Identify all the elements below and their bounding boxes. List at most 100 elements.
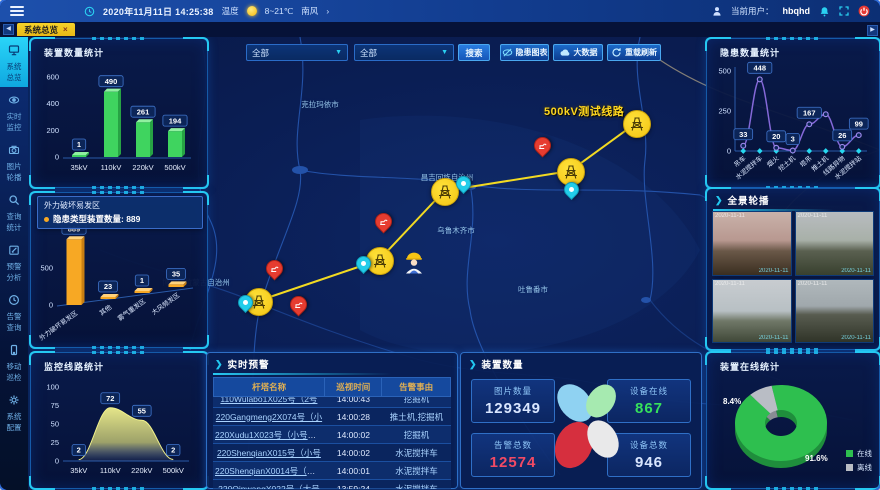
sidebar-item-warning-analysis[interactable]: 预警 分析 <box>0 237 28 287</box>
toolbar-button-label: 大数据 <box>573 48 598 57</box>
search-button[interactable]: 搜索 <box>458 44 490 61</box>
tower-name-link[interactable]: 220Gangmeng2X074号（小 <box>215 411 323 422</box>
pin-dot <box>361 261 366 266</box>
svg-text:35: 35 <box>172 270 180 279</box>
svg-text:72: 72 <box>106 394 114 403</box>
menu-icon[interactable] <box>10 6 24 16</box>
camera-thumbnail[interactable]: 2020-11-11 2020-11-11 <box>794 278 874 343</box>
tower-marker[interactable] <box>623 110 651 138</box>
pin-dot <box>243 300 248 305</box>
sidebar-item-alarm-query[interactable]: 告警 查询 <box>0 287 28 337</box>
hazard-chart-button[interactable]: 隐患图表 <box>500 44 549 61</box>
svg-text:500kV: 500kV <box>163 466 184 475</box>
stat-box-alarm-total: 告警总数 12574 <box>471 433 555 477</box>
weather-chevron[interactable]: › <box>326 6 330 16</box>
panel-hatch-decoration <box>766 351 820 354</box>
panel-hazard-type: 外力破坏易发区 隐患类型装置数量: 889 0500889外力破坏易发区23其他… <box>29 191 209 349</box>
tower-name-link[interactable]: 220Xudu1X023号（小号侧） <box>215 429 325 440</box>
chevron-down-icon: ▼ <box>441 49 448 56</box>
camera-watermark: 2020-11-11 <box>758 267 789 274</box>
svg-text:26: 26 <box>838 131 846 140</box>
panel-hatch-decoration <box>92 37 146 40</box>
fullscreen-icon[interactable] <box>839 6 849 16</box>
device-online-donut-chart <box>709 371 859 485</box>
svg-text:500kV: 500kV <box>164 163 185 172</box>
filter-select-1[interactable]: 全部 ▼ <box>246 44 348 61</box>
alarm-reason-cell: 挖掘机 <box>381 397 451 408</box>
table-row[interactable]: 220ShenqianX0014号（大号 14:00:01 水泥搅拌车 <box>213 461 451 480</box>
legend-label: 离线 <box>857 463 872 472</box>
transmission-tower-icon <box>439 185 451 199</box>
camera-watermark: 2020-11-11 <box>841 267 871 274</box>
tower-name-link[interactable]: 220ShenqianX0014号（大号 <box>215 465 324 476</box>
panel-separator <box>713 209 873 211</box>
tabs-forward-icon[interactable]: ▶ <box>867 25 878 36</box>
legend-item[interactable]: 离线 <box>846 462 872 473</box>
top-bar: 2020年11月11日 14:25:38 温度 8~21℃ 南风 › 当前用户：… <box>0 0 880 22</box>
panel-title: 装置数量 <box>481 360 524 371</box>
transmission-tower-icon <box>374 254 386 268</box>
sidebar-item-label: 总览 <box>6 72 22 82</box>
hazard-pin[interactable] <box>286 292 311 317</box>
svg-text:220kV: 220kV <box>131 466 152 475</box>
tower-name-link[interactable]: 220QinwangX022号（大号 <box>218 483 320 490</box>
table-row[interactable]: 220ShenqianX015号（小号 14:00:02 水泥搅拌车 <box>213 443 451 462</box>
panel-hatch-decoration <box>92 186 146 189</box>
table-row[interactable]: 220Xudu1X023号（小号侧） 14:00:02 挖掘机 <box>213 425 451 444</box>
panel-title: 隐患数量统计 <box>720 48 781 58</box>
sidebar-item-system-overview[interactable]: 系统 总览 <box>0 37 28 87</box>
panel-hatch-decoration <box>766 37 820 40</box>
tabs-back-icon[interactable]: ◀ <box>3 24 14 35</box>
stat-value: 129349 <box>484 400 542 417</box>
svg-text:35kV: 35kV <box>70 163 87 172</box>
panel-device-online: 装置在线统计 8.4% 91.6% 在线 离线 <box>705 351 880 490</box>
legend-swatch <box>846 464 853 471</box>
svg-text:100: 100 <box>46 383 59 392</box>
panel-title: 装置数量统计 <box>44 48 105 58</box>
tab-close-icon[interactable]: × <box>63 25 68 34</box>
reload-button[interactable]: 重载刷新 <box>607 44 661 61</box>
sidebar-item-realtime-monitor[interactable]: 实时 监控 <box>0 87 28 137</box>
legend-label: 在线 <box>857 449 872 458</box>
panel-title: 实时预警 <box>227 360 270 371</box>
sidebar-item-image-carousel[interactable]: 图片 轮播 <box>0 137 28 187</box>
sidebar-item-label: 系统 <box>6 412 22 421</box>
bell-icon[interactable] <box>819 6 830 17</box>
panel-realtime-warning: ❯ 实时预警 杆塔名称 巡视时间 告警事由 110Wulabo1X025号（2号 14… <box>206 352 458 489</box>
svg-text:110kV: 110kV <box>100 466 121 475</box>
tower-name-link[interactable]: 110Wulabo1X025号（2号 <box>220 397 318 404</box>
tab-system-overview[interactable]: 系统总览 × <box>17 23 75 36</box>
sidebar-item-query-statistics[interactable]: 查询 统计 <box>0 187 28 237</box>
tooltip-text: 隐患类型装置数量: 889 <box>53 214 141 224</box>
sidebar-item-mobile-inspection[interactable]: 移动 巡检 <box>0 337 28 387</box>
transmission-tower-icon <box>565 165 577 179</box>
onlineDonut-svg <box>735 385 827 468</box>
hazardLine-svg: 025050033吊车448水泥搅拌车20烟火3挖土机167塔吊推土机26线路异… <box>718 61 869 181</box>
mobile-icon <box>8 343 20 361</box>
table-row[interactable]: 220Gangmeng2X074号（小 14:00:28 推土机,挖掘机 <box>213 407 451 426</box>
power-icon[interactable] <box>858 5 870 17</box>
camera-thumbnail[interactable]: 2020-11-11 2020-11-11 <box>794 211 874 276</box>
panel-device-count: 装置数量统计 0 200 400 600 1 35kV 490 110kV 261 220kV 19… <box>29 37 209 189</box>
legend-item[interactable]: 在线 <box>846 448 872 459</box>
tower-name-link[interactable]: 220ShenqianX015号（小号 <box>216 447 321 458</box>
worker-marker[interactable] <box>403 250 425 279</box>
big-data-button[interactable]: 大数据 <box>553 44 603 61</box>
hazard-chart-icon <box>502 47 513 58</box>
svg-text:600: 600 <box>46 73 59 82</box>
camera-thumbnail[interactable]: 2020-11-11 2020-11-11 <box>712 211 792 276</box>
search-icon <box>8 193 20 211</box>
warning-table-body-clip[interactable]: 110Wulabo1X025号（2号 14:00:43 挖掘机 220Gangmeng… <box>207 397 457 489</box>
table-row[interactable]: 220QinwangX022号（大号 13:59:24 水泥搅拌车 <box>213 479 451 490</box>
camera-thumbnail[interactable]: 2020-11-11 2020-11-11 <box>712 278 792 343</box>
sidebar-item-system-config[interactable]: 系统 配置 <box>0 387 28 437</box>
worker-icon <box>406 252 422 274</box>
panel-device-stats: ❯ 装置数量 图片数量 129349 设备在线 867 告警总数 12574 设备总数 946 <box>460 352 702 489</box>
svg-text:0: 0 <box>55 153 59 162</box>
stat-value: 12574 <box>489 454 537 471</box>
table-row[interactable]: 110Wulabo1X025号（2号 14:00:43 挖掘机 <box>213 397 451 408</box>
clover-graphic <box>554 384 619 469</box>
svg-text:448: 448 <box>753 64 766 73</box>
patrol-time-cell: 14:00:43 <box>324 397 382 408</box>
filter-select-2[interactable]: 全部 ▼ <box>354 44 454 61</box>
